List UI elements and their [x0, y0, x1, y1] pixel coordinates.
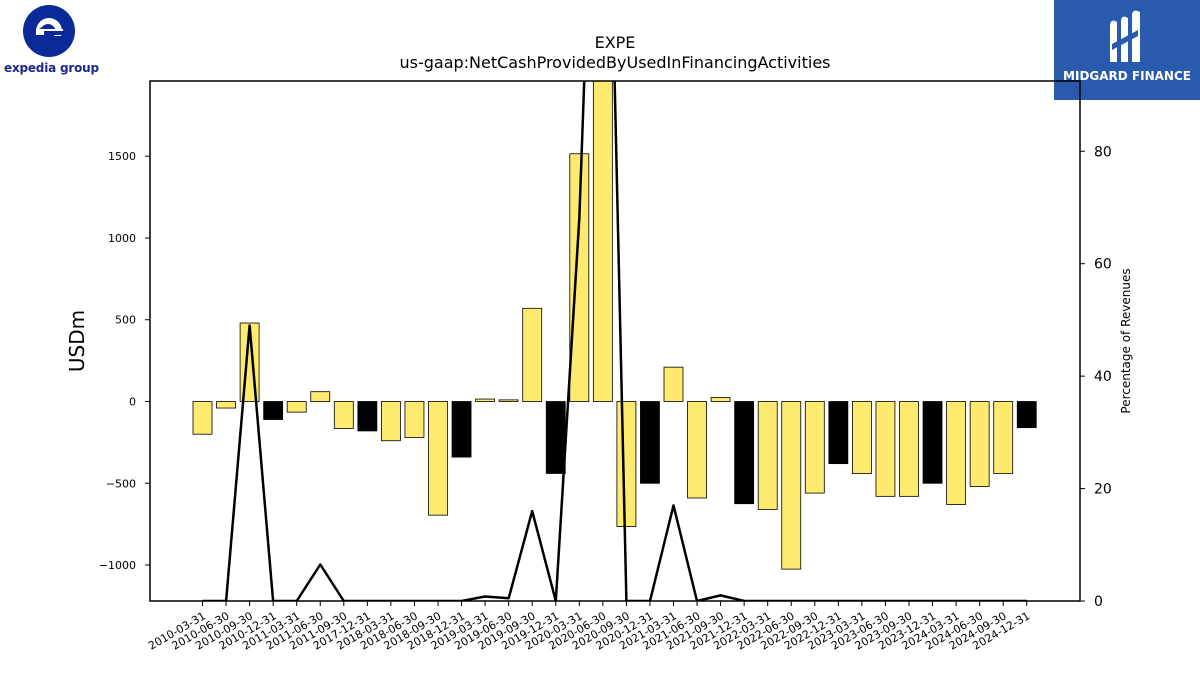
chart-subtitle: us-gaap:NetCashProvidedByUsedInFinancing… — [399, 53, 831, 72]
bar-2019-09-30 — [522, 307, 543, 402]
bar-2010-06-30 — [216, 401, 236, 409]
bar-2011-06-30 — [310, 391, 331, 402]
bar-2018-12-31 — [451, 401, 472, 458]
bar-2023-09-30 — [899, 401, 919, 497]
bar-2022-03-31 — [757, 401, 778, 510]
y2-tick-label: 80 — [1094, 144, 1112, 160]
y2-axis-label: Percentage of Revenues — [1119, 268, 1133, 413]
y-tick-label: 500 — [115, 314, 136, 327]
midgard-m-icon — [1110, 10, 1140, 63]
bar-2010-12-31 — [263, 401, 284, 420]
bar-2020-03-31 — [569, 153, 590, 402]
bar-2011-09-30 — [333, 401, 354, 429]
y-tick-label: 0 — [129, 396, 136, 409]
bar-2021-06-30 — [687, 401, 707, 499]
left-axis: −1000 −500 0 500 1000 1500 — [99, 150, 150, 572]
bar-2019-03-31 — [475, 398, 496, 402]
expedia-group-wordmark: expedia group — [4, 61, 99, 75]
chart-title: EXPE — [594, 33, 636, 52]
y-axis-label: USDm — [65, 310, 89, 372]
bar-2024-06-30 — [969, 401, 990, 487]
bar-2023-12-31 — [922, 401, 943, 484]
bar-2021-03-31 — [663, 366, 684, 402]
bar-2019-06-30 — [498, 399, 519, 402]
bar-2024-09-30 — [993, 401, 1014, 474]
x-axis: 2010-03-312010-06-302010-09-302010-12-31… — [146, 601, 1032, 653]
bar-2024-03-31 — [946, 401, 966, 505]
y2-tick-label: 60 — [1094, 257, 1112, 273]
bar-2024-12-31 — [1016, 401, 1037, 429]
bar-2020-12-31 — [640, 401, 660, 484]
bar-2017-12-31 — [357, 401, 378, 432]
line-series — [202, 81, 1027, 601]
y-tick-label: −500 — [106, 477, 136, 490]
revenue-percentage-line — [202, 81, 1027, 601]
bar-2020-06-30 — [592, 81, 613, 402]
y2-tick-label: 40 — [1094, 369, 1112, 385]
expedia-group-logo: expedia group — [0, 0, 100, 80]
bar-2022-12-31 — [828, 401, 849, 465]
bar-2018-09-30 — [428, 401, 448, 516]
bar-2018-03-31 — [380, 401, 401, 442]
midgard-finance-logo: MIDGARD FINANCE — [1054, 0, 1200, 100]
bar-2018-06-30 — [404, 401, 425, 438]
bar-2021-09-30 — [710, 397, 731, 402]
bar-series — [192, 81, 1037, 570]
y-tick-label: 1500 — [108, 150, 136, 163]
y2-tick-label: 0 — [1094, 594, 1103, 610]
y2-tick-label: 20 — [1094, 482, 1112, 498]
y-tick-label: −1000 — [99, 559, 136, 572]
plot-frame — [149, 80, 1081, 602]
bar-2010-03-31 — [192, 401, 213, 435]
y-tick-label: 1000 — [108, 232, 136, 245]
bar-2023-06-30 — [875, 401, 896, 497]
bar-2022-09-30 — [804, 401, 825, 494]
right-axis: 0 20 40 60 80 — [1080, 144, 1112, 610]
bar-2019-12-31 — [545, 401, 566, 474]
expedia-e-icon — [23, 5, 75, 57]
bar-2011-03-31 — [286, 401, 307, 413]
bar-2022-06-30 — [781, 401, 802, 570]
bar-2020-09-30 — [616, 401, 637, 527]
bar-2021-12-31 — [734, 401, 755, 505]
bar-2023-03-31 — [852, 401, 872, 474]
midgard-finance-wordmark: MIDGARD FINANCE — [1063, 69, 1191, 83]
